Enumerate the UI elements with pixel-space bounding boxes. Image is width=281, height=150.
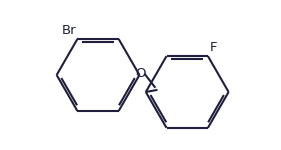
Text: Br: Br: [62, 24, 76, 37]
Text: F: F: [210, 41, 217, 54]
Text: O: O: [136, 67, 146, 80]
